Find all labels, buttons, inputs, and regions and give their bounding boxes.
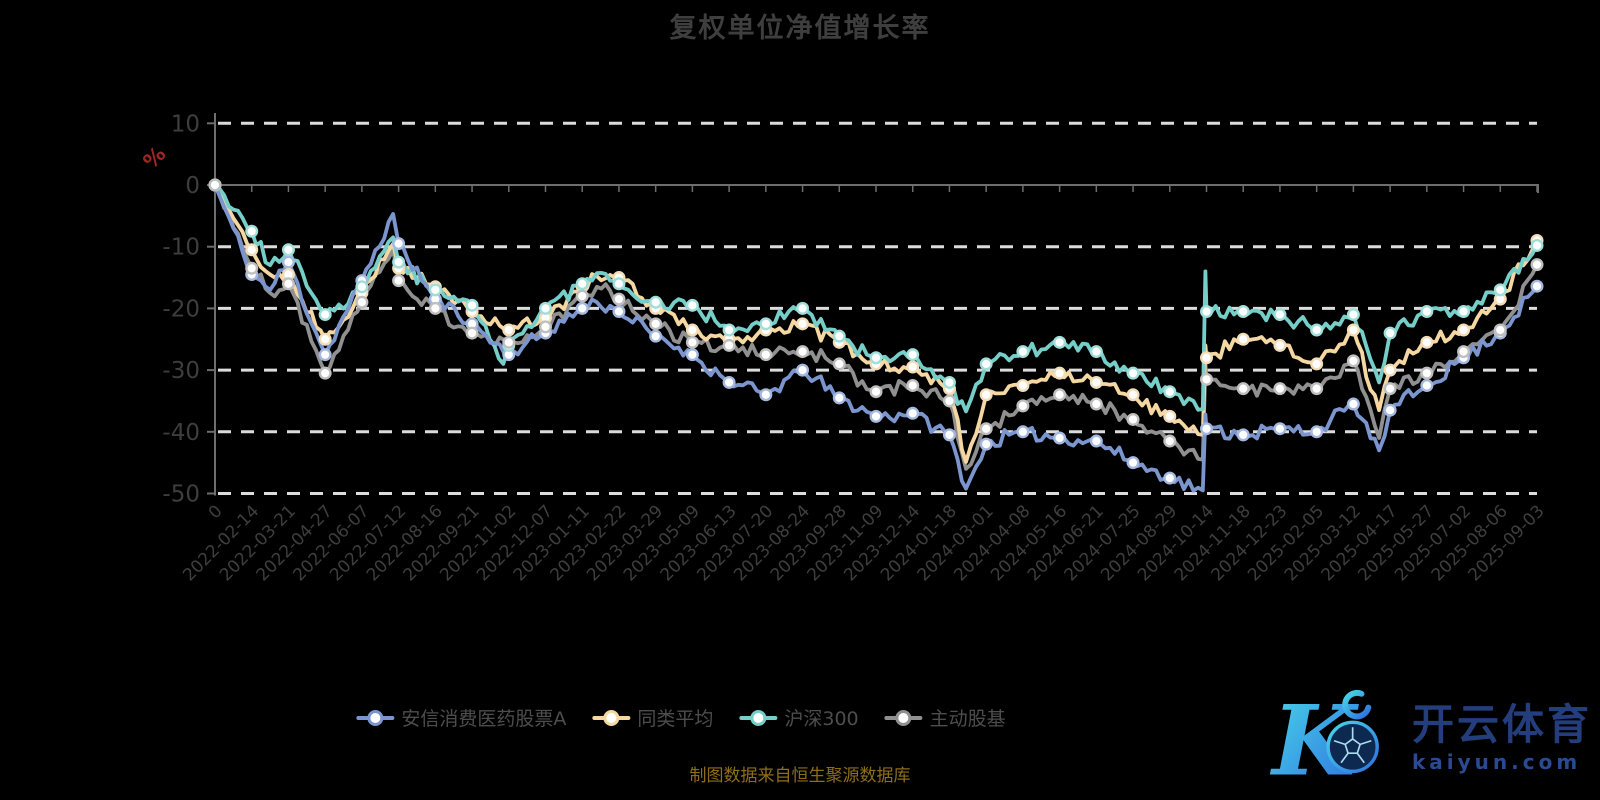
svg-text:10: 10 bbox=[171, 111, 200, 137]
legend-label: 同类平均 bbox=[637, 708, 714, 730]
legend-marker-csi300-icon bbox=[739, 709, 778, 727]
legend-item-active-equity-funds[interactable]: 主动股基 bbox=[884, 704, 1006, 731]
legend-marker-fund-icon bbox=[356, 709, 395, 727]
svg-text:-10: -10 bbox=[162, 235, 200, 261]
kaiyun-watermark-link[interactable]: K 开云体育 kaiyun.com bbox=[1270, 684, 1592, 792]
legend-item-fund[interactable]: 安信消费医药股票A bbox=[356, 704, 566, 731]
svg-text:-40: -40 bbox=[162, 420, 200, 446]
legend-item-category-average[interactable]: 同类平均 bbox=[592, 704, 713, 731]
chart-title: 复权单位净值增长率 bbox=[669, 13, 931, 44]
kaiyun-domain: kaiyun.com bbox=[1411, 750, 1582, 774]
legend-marker-active-equity-funds-icon bbox=[884, 709, 923, 727]
svg-text:0: 0 bbox=[185, 173, 200, 199]
legend-label: 沪深300 bbox=[784, 708, 859, 730]
svg-text:%: % bbox=[139, 142, 171, 174]
legend-marker-category-average-icon bbox=[592, 709, 631, 727]
svg-text:-30: -30 bbox=[162, 358, 200, 384]
kaiyun-brand-name: 开云体育 bbox=[1411, 700, 1592, 749]
kaiyun-watermark-text: 开云体育 kaiyun.com bbox=[1411, 700, 1592, 774]
data-source-caption: 制图数据来自恒生聚源数据库 bbox=[689, 766, 911, 786]
legend-item-csi300[interactable]: 沪深300 bbox=[739, 704, 859, 731]
svg-text:-20: -20 bbox=[162, 296, 200, 322]
svg-text:0: 0 bbox=[205, 501, 227, 523]
svg-text:-50: -50 bbox=[162, 482, 200, 508]
kaiyun-logo-icon: K bbox=[1270, 684, 1379, 792]
legend-label: 主动股基 bbox=[929, 708, 1006, 730]
legend-label: 安信消费医药股票A bbox=[401, 708, 567, 730]
legend: 安信消费医药股票A 同类平均 沪深300 主动股基 bbox=[356, 704, 1006, 731]
